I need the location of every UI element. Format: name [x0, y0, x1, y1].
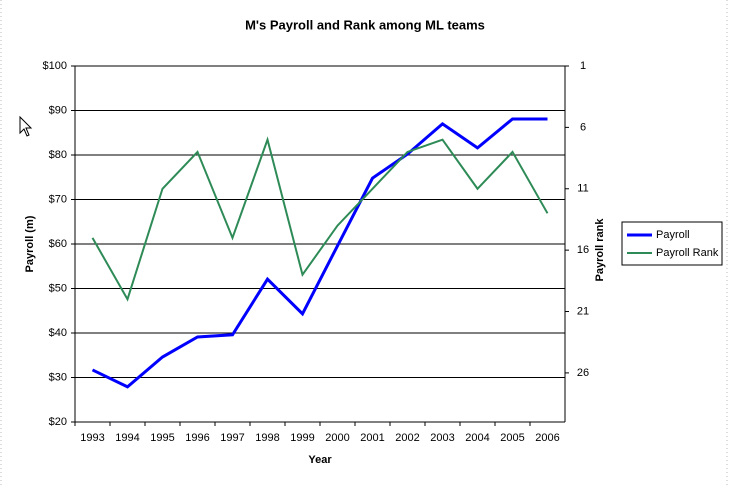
data-line — [91, 117, 548, 389]
x-axis-label: Year — [308, 454, 332, 466]
x-tick-label: 1996 — [185, 432, 209, 444]
y-tick-label: $50 — [49, 282, 67, 294]
x-tick-label: 1999 — [290, 432, 314, 444]
y2-tick-label: 21 — [577, 305, 589, 317]
y-tick-label: $100 — [43, 60, 67, 72]
x-tick-label: 2005 — [500, 432, 524, 444]
x-tick-label: 2002 — [395, 432, 419, 444]
y-tick-label: $20 — [49, 416, 67, 428]
y-tick-label: $30 — [49, 371, 67, 383]
y2-tick-label: 26 — [577, 367, 589, 379]
x-tick-label: 1993 — [80, 432, 104, 444]
data-line — [91, 136, 549, 302]
y2-tick-label: 6 — [580, 121, 586, 133]
chart-title: M's Payroll and Rank among ML teams — [245, 17, 485, 32]
legend-label: Payroll — [656, 229, 690, 241]
y2-tick-label: 16 — [577, 244, 589, 256]
x-tick-label: 1997 — [220, 432, 244, 444]
y2-tick-label: 1 — [580, 60, 586, 72]
x-tick-label: 2001 — [360, 432, 384, 444]
y-tick-label: $90 — [49, 104, 67, 116]
y-axis-label: Payroll (m) — [24, 215, 36, 272]
cursor — [19, 115, 33, 137]
legend-label: Payroll Rank — [656, 247, 719, 259]
x-tick-label: 2004 — [465, 432, 489, 444]
x-tick-label: 1998 — [255, 432, 279, 444]
x-tick-label: 1994 — [115, 432, 139, 444]
y-tick-label: $80 — [49, 149, 67, 161]
y-tick-label: $60 — [49, 238, 67, 250]
x-tick-label: 2006 — [535, 432, 559, 444]
y2-axis-label: Payroll rank — [594, 218, 606, 282]
x-tick-label: 2003 — [430, 432, 454, 444]
x-tick-label: 1995 — [150, 432, 174, 444]
y-tick-label: $40 — [49, 327, 67, 339]
y-tick-label: $70 — [49, 193, 67, 205]
y2-tick-label: 11 — [577, 183, 588, 195]
x-tick-label: 2000 — [325, 432, 349, 444]
legend — [621, 221, 723, 266]
